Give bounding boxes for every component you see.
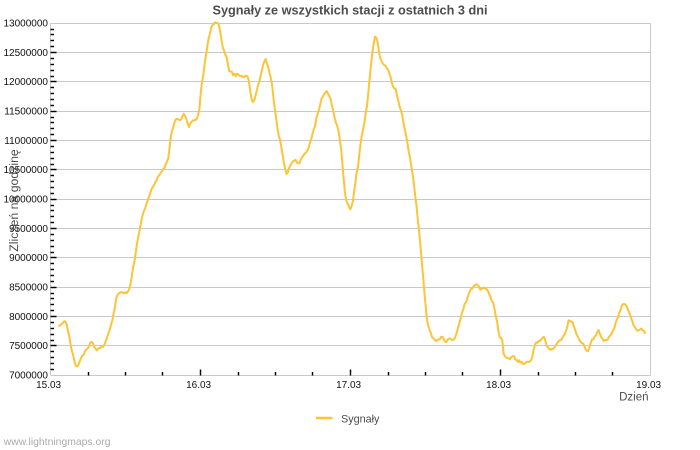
svg-text:10500000: 10500000 — [4, 165, 49, 176]
svg-text:17.03: 17.03 — [336, 380, 361, 391]
svg-text:9500000: 9500000 — [9, 224, 48, 235]
svg-text:7500000: 7500000 — [9, 341, 48, 352]
svg-text:13000000: 13000000 — [4, 18, 49, 29]
svg-text:15.03: 15.03 — [36, 380, 61, 391]
svg-text:Zliczeń na godzinę: Zliczeń na godzinę — [7, 149, 21, 252]
svg-text:12000000: 12000000 — [4, 77, 49, 88]
svg-text:8000000: 8000000 — [9, 312, 48, 323]
svg-text:12500000: 12500000 — [4, 48, 49, 59]
svg-text:19.03: 19.03 — [636, 380, 661, 391]
svg-text:8500000: 8500000 — [9, 282, 48, 293]
svg-text:18.03: 18.03 — [486, 380, 511, 391]
svg-text:Dzień: Dzień — [619, 392, 648, 404]
svg-text:16.03: 16.03 — [186, 380, 211, 391]
svg-text:7000000: 7000000 — [9, 370, 48, 381]
svg-text:10000000: 10000000 — [4, 194, 49, 205]
svg-text:11500000: 11500000 — [4, 106, 48, 117]
svg-text:Sygnały: Sygnały — [341, 413, 380, 425]
svg-text:www.lightningmaps.org: www.lightningmaps.org — [3, 437, 111, 448]
svg-text:Sygnały ze wszystkich stacji z: Sygnały ze wszystkich stacji z ostatnich… — [213, 3, 488, 17]
svg-text:11000000: 11000000 — [4, 136, 48, 147]
svg-text:9000000: 9000000 — [9, 253, 48, 264]
